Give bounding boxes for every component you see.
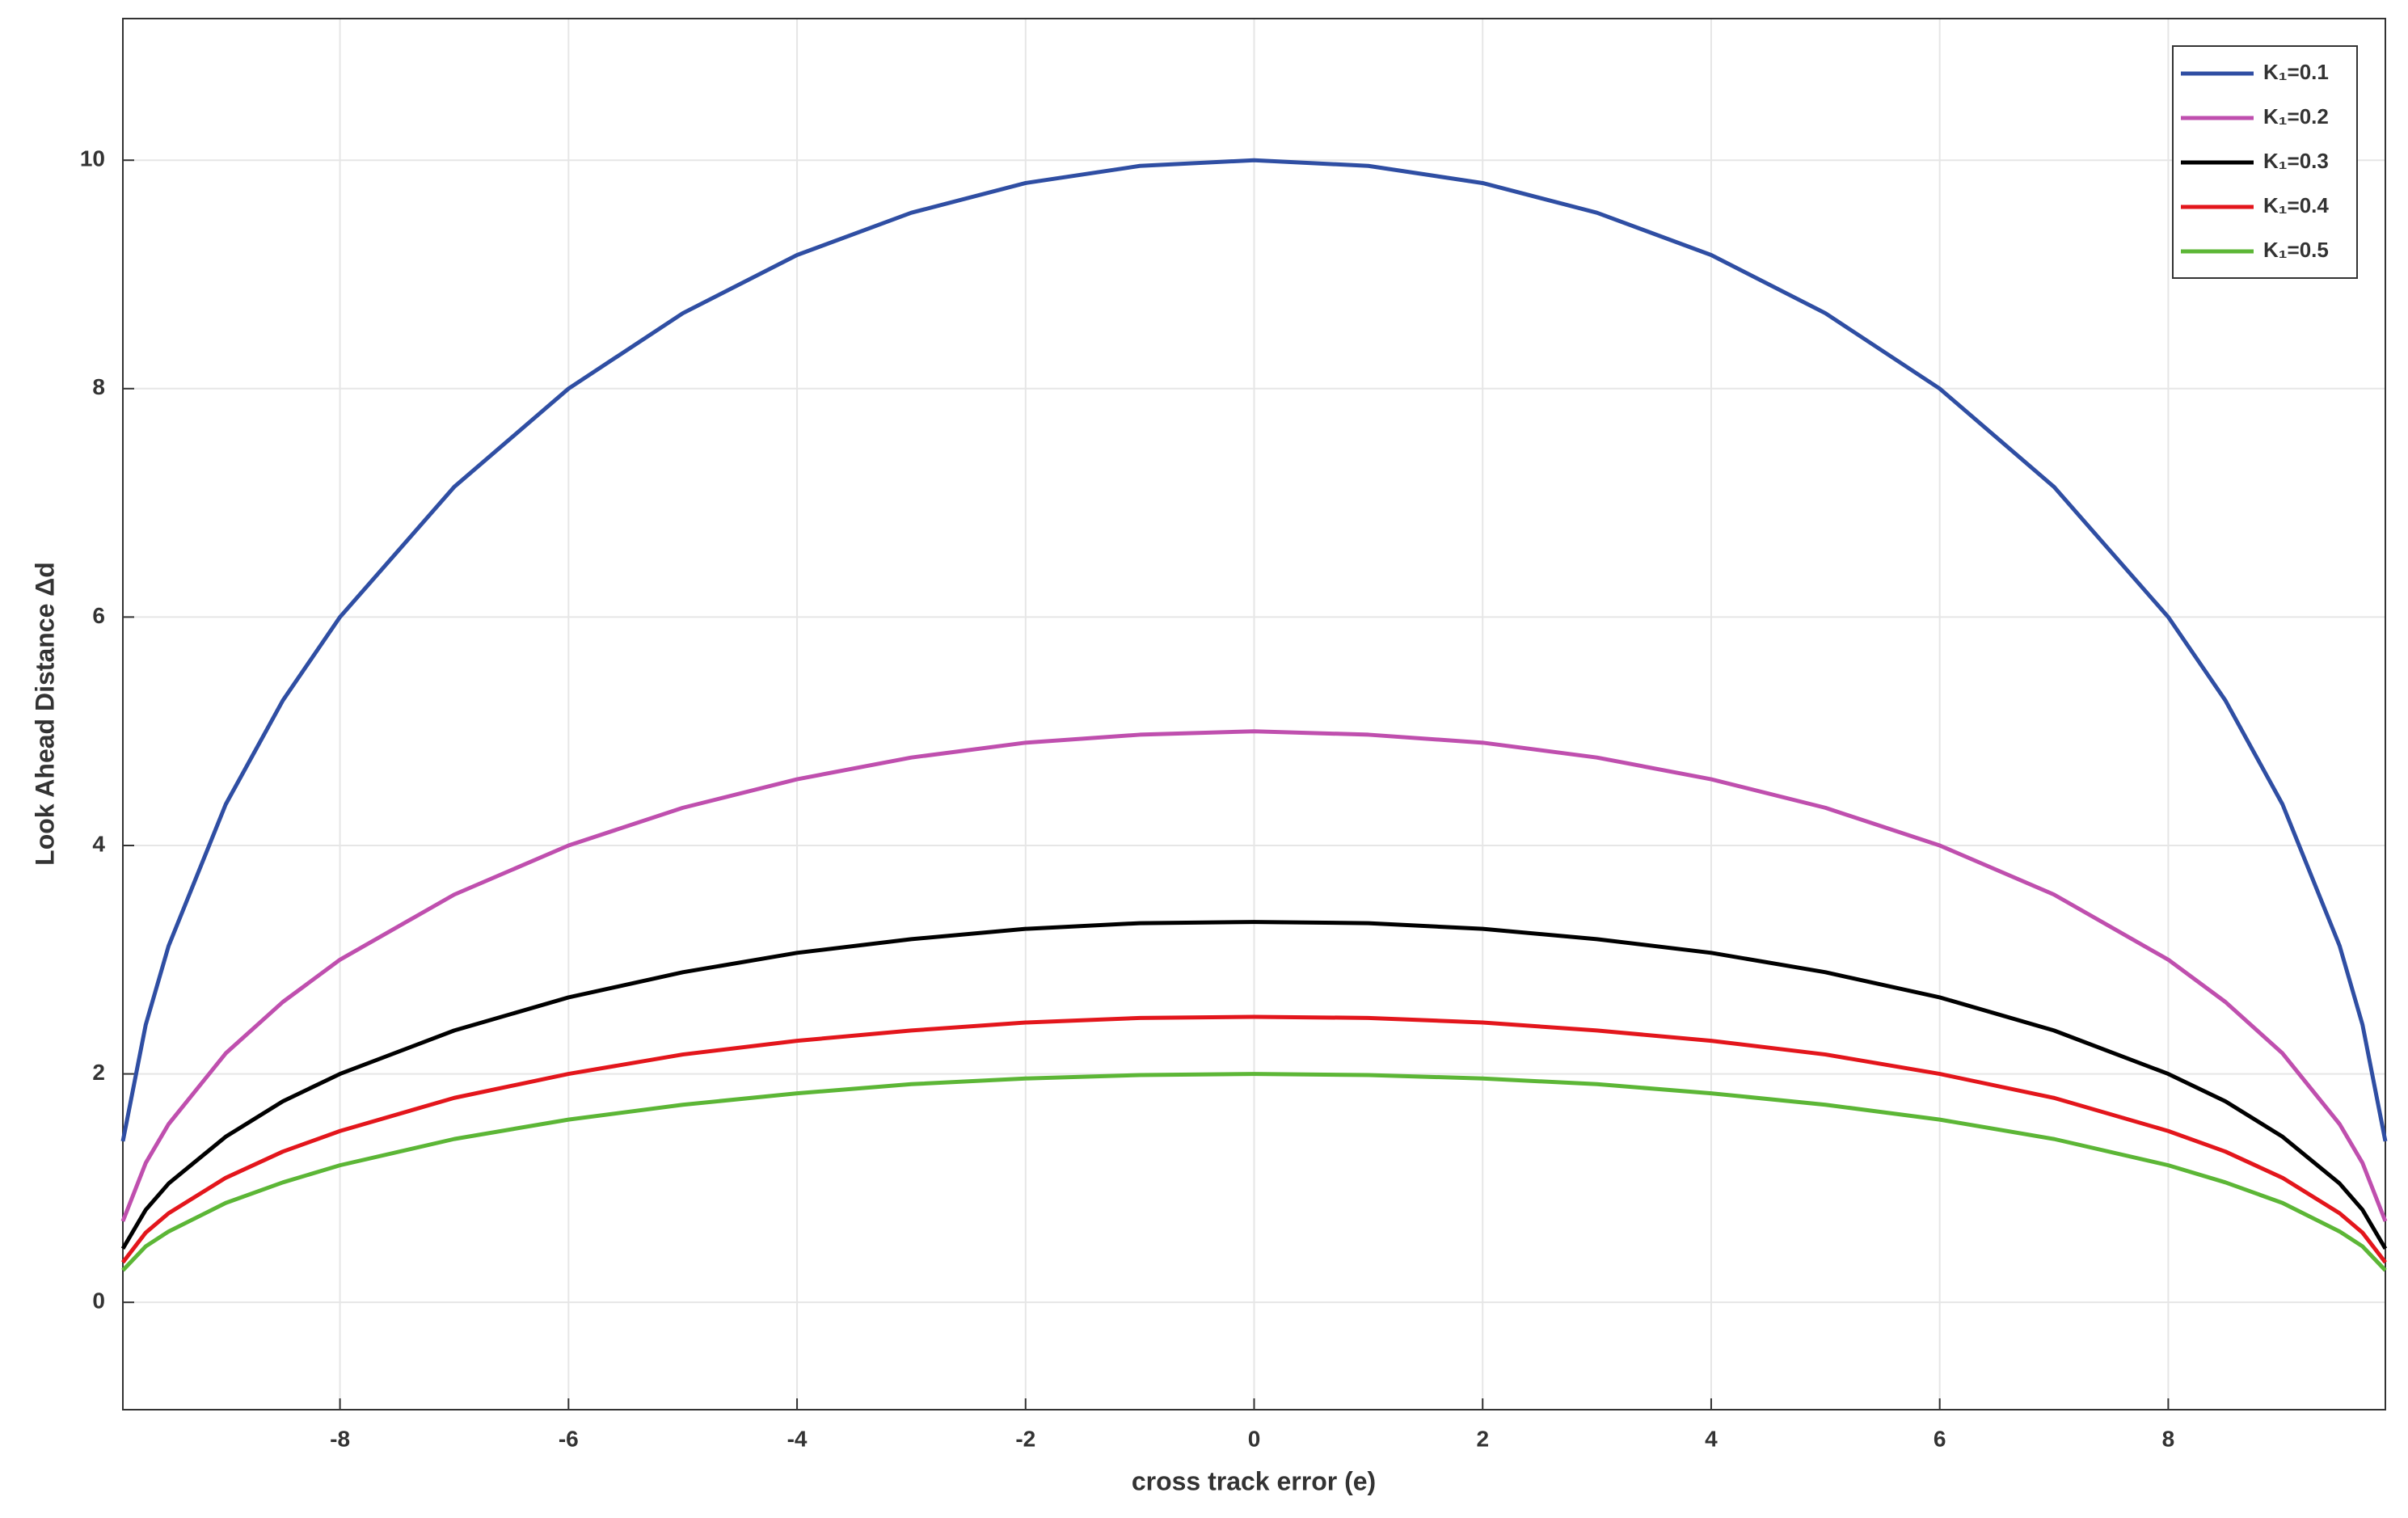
legend-label: K₁=0.5	[2263, 238, 2329, 262]
x-tick-label: -2	[1015, 1426, 1035, 1451]
y-tick-label: 6	[92, 603, 105, 628]
series-line	[120, 158, 2388, 1142]
legend-label: K₁=0.1	[2263, 60, 2329, 84]
x-tick-label: 0	[1248, 1426, 1261, 1451]
series-line	[120, 729, 2388, 1222]
y-tick-label: 8	[92, 374, 105, 399]
y-tick-label: 4	[92, 831, 105, 856]
series-line	[121, 1014, 2387, 1264]
axes-box	[122, 18, 2386, 1410]
x-tick-label: -4	[787, 1426, 808, 1451]
y-tick-label: 10	[80, 146, 105, 171]
y-axis-label: Look Ahead Distance Δd	[30, 562, 59, 866]
x-tick-label: -6	[559, 1426, 579, 1451]
y-tick-label: 2	[92, 1060, 105, 1085]
x-tick-label: 6	[1934, 1426, 1946, 1451]
y-tick-label: 0	[92, 1288, 105, 1313]
x-tick-label: 2	[1476, 1426, 1489, 1451]
x-axis-label: cross track error (e)	[1132, 1466, 1376, 1495]
x-tick-label: 4	[1705, 1426, 1718, 1451]
series-line	[120, 920, 2388, 1250]
legend-label: K₁=0.3	[2263, 149, 2329, 173]
legend-label: K₁=0.4	[2263, 193, 2329, 217]
series-line	[121, 1072, 2387, 1272]
x-tick-label: 8	[2162, 1426, 2175, 1451]
x-tick-label: -8	[330, 1426, 350, 1451]
legend-label: K₁=0.2	[2263, 104, 2329, 129]
